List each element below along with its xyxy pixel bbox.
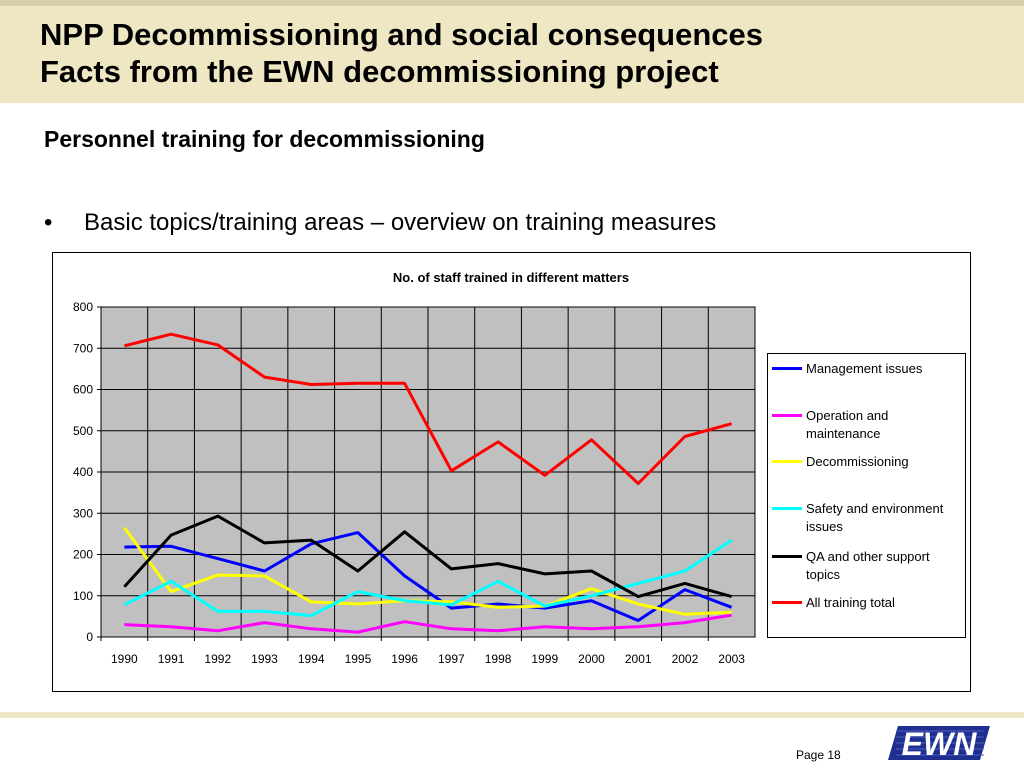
legend-swatch <box>772 601 802 604</box>
x-tick-label: 1992 <box>204 652 231 666</box>
y-tick-label: 400 <box>73 465 93 479</box>
bullet-text: Basic topics/training areas – overview o… <box>84 209 717 236</box>
legend-swatch <box>772 507 802 510</box>
x-tick-label: 1994 <box>298 652 325 666</box>
x-tick-label: 1996 <box>391 652 418 666</box>
slide-title: NPP Decommissioning and social consequen… <box>40 16 763 90</box>
y-tick-label: 600 <box>73 383 93 397</box>
ewn-logo: EWN <box>888 726 990 762</box>
series-line-all-training-total <box>124 332 732 485</box>
bullet-symbol: • <box>44 209 53 236</box>
chart-container: No. of staff trained in different matter… <box>52 252 971 692</box>
x-tick-label: 1997 <box>438 652 465 666</box>
x-tick-label: 1991 <box>158 652 185 666</box>
title-line-1: NPP Decommissioning and social consequen… <box>40 17 763 52</box>
ewn-logo-text: EWN <box>902 726 978 762</box>
y-tick-label: 700 <box>73 341 93 355</box>
x-tick-label: 1993 <box>251 652 278 666</box>
page-number: Page 18 <box>796 748 841 762</box>
x-tick-label: 2001 <box>625 652 652 666</box>
header-band <box>0 0 1024 103</box>
chart-title: No. of staff trained in different matter… <box>393 270 629 285</box>
y-tick-label: 100 <box>73 589 93 603</box>
x-tick-label: 1990 <box>111 652 138 666</box>
title-line-2: Facts from the EWN decommissioning proje… <box>40 54 719 89</box>
x-tick-label: 2002 <box>672 652 699 666</box>
footer-band <box>0 712 1024 718</box>
legend-label: Decommissioning <box>806 454 909 469</box>
x-tick-label: 2000 <box>578 652 605 666</box>
x-tick-label: 1995 <box>345 652 372 666</box>
series-line-safety-and-environment-issues <box>123 538 733 618</box>
legend-swatch <box>772 555 802 558</box>
x-tick-label: 2003 <box>718 652 745 666</box>
legend-label: All training total <box>806 595 895 610</box>
y-tick-label: 800 <box>73 300 93 314</box>
y-tick-label: 300 <box>73 506 93 520</box>
series-line-qa-and-other-support-topics <box>123 514 733 599</box>
x-tick-label: 1998 <box>485 652 512 666</box>
chart-legend: Management issues Operation and maintenan… <box>767 353 966 638</box>
legend-swatch <box>772 414 802 417</box>
legend-label: Safety and environment issues <box>806 501 944 534</box>
x-tick-label: 1999 <box>531 652 558 666</box>
legend-label: Management issues <box>806 361 923 376</box>
legend-swatch <box>772 460 802 463</box>
series-line-operation-and-maintenance <box>124 613 732 634</box>
line-chart: No. of staff trained in different matter… <box>73 270 756 666</box>
y-tick-label: 500 <box>73 424 93 438</box>
legend-label: QA and other support topics <box>806 549 930 582</box>
series-line-management-issues <box>124 531 733 622</box>
legend-label: Operation and maintenance <box>806 408 889 441</box>
y-tick-label: 200 <box>73 548 93 562</box>
header-top-line <box>0 0 1024 6</box>
legend-swatch <box>772 367 802 370</box>
bullet-item: • Basic topics/training areas – overview … <box>44 209 716 237</box>
section-title: Personnel training for decommissioning <box>44 126 485 152</box>
y-tick-label: 0 <box>86 630 93 644</box>
